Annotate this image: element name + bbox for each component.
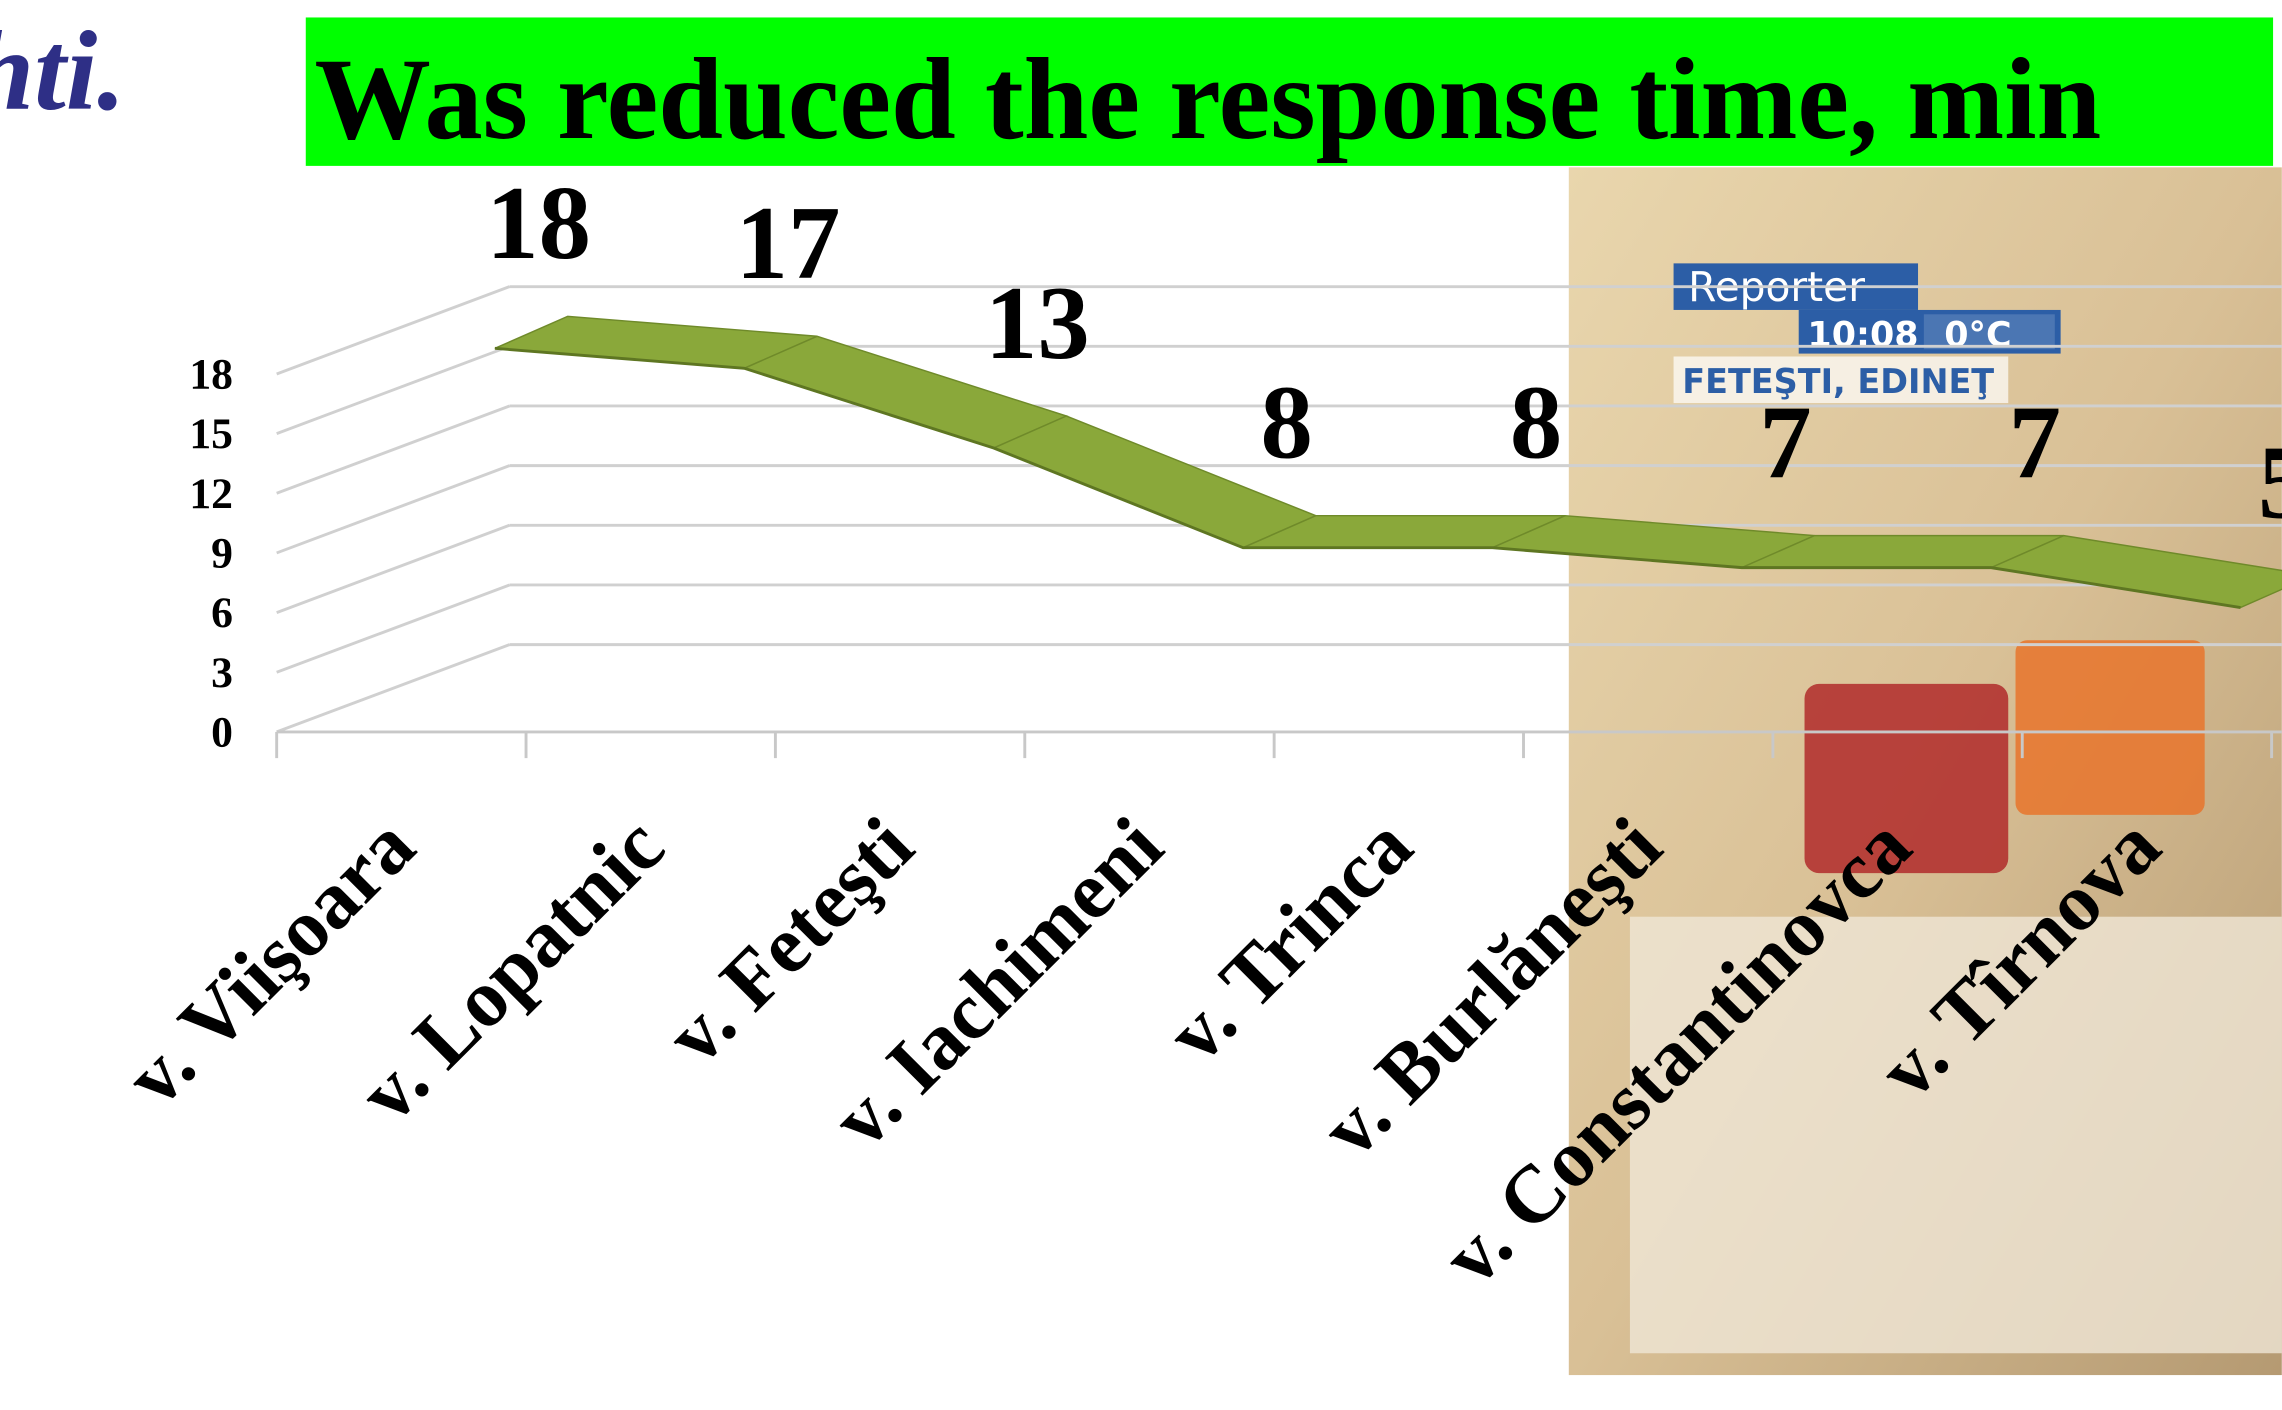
y-tick-label: 15 <box>189 410 233 458</box>
y-tick-label: 9 <box>211 529 233 577</box>
data-label: 8 <box>1510 364 1562 480</box>
data-label: 13 <box>985 265 1090 381</box>
y-tick-label: 0 <box>211 708 233 756</box>
chart-title: Was reduced the response time, min <box>314 35 2101 164</box>
y-tick-label: 18 <box>189 351 233 399</box>
y-tick-label: 6 <box>211 589 233 637</box>
badge-temp: 0°C <box>1944 315 2011 355</box>
photo-case <box>2016 640 2205 815</box>
y-tick-label: 3 <box>211 649 233 697</box>
slide: Reporter 10:08 0°C FETEŞTI, EDINEŢ hti. … <box>0 0 2282 1410</box>
data-label: 5 <box>2258 424 2282 540</box>
page: Reporter 10:08 0°C FETEŞTI, EDINEŢ hti. … <box>0 0 2282 1410</box>
header-fragment: hti. <box>0 8 126 134</box>
badge-time-text: 10:08 <box>1807 315 1918 355</box>
badge-location: FETEŞTI, EDINEŢ <box>1682 362 1994 401</box>
data-label: 8 <box>1261 364 1313 480</box>
y-tick-label: 12 <box>189 470 233 518</box>
data-label: 7 <box>1759 384 1811 500</box>
data-label: 18 <box>486 165 591 281</box>
data-label: 17 <box>736 185 841 301</box>
data-label: 7 <box>2009 384 2061 500</box>
